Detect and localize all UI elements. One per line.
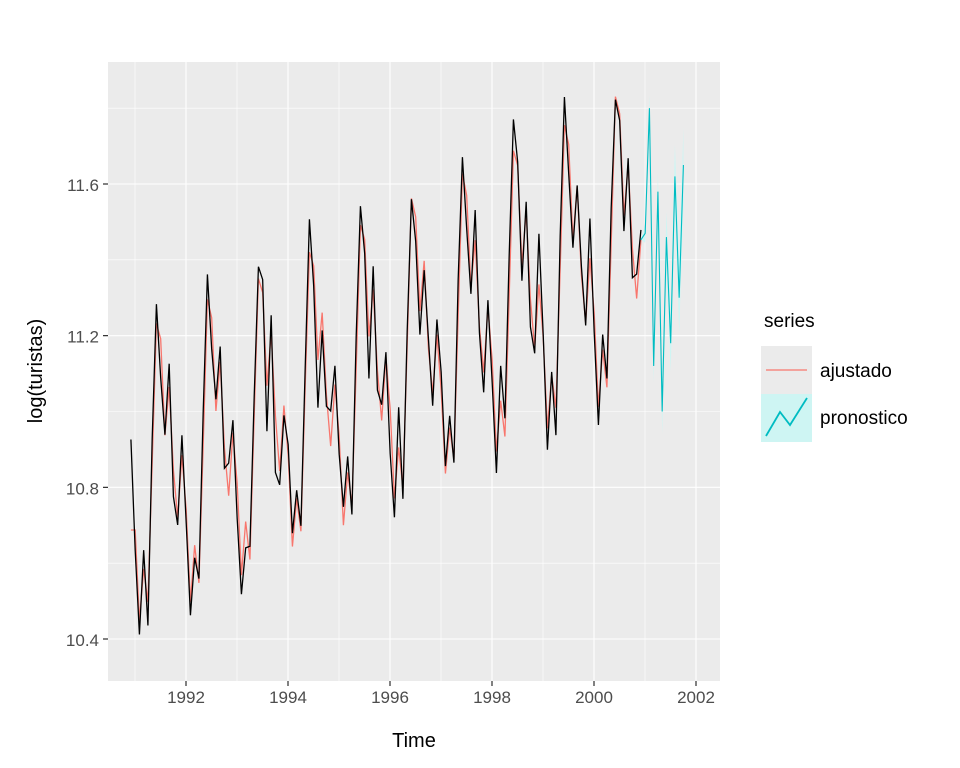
- svg-text:ajustado: ajustado: [820, 361, 892, 382]
- svg-text:2000: 2000: [575, 688, 613, 707]
- svg-text:1994: 1994: [269, 688, 307, 707]
- svg-text:1992: 1992: [167, 688, 205, 707]
- svg-text:10.8: 10.8: [66, 479, 99, 498]
- svg-text:11.2: 11.2: [67, 328, 99, 347]
- svg-text:1998: 1998: [473, 688, 511, 707]
- svg-text:series: series: [764, 311, 815, 332]
- svg-text:pronostico: pronostico: [820, 408, 908, 429]
- svg-text:2002: 2002: [677, 688, 715, 707]
- svg-text:10.4: 10.4: [66, 631, 99, 650]
- svg-text:log(turistas): log(turistas): [25, 319, 47, 423]
- svg-text:11.6: 11.6: [67, 176, 99, 195]
- svg-text:1996: 1996: [371, 688, 409, 707]
- svg-text:Time: Time: [392, 730, 436, 752]
